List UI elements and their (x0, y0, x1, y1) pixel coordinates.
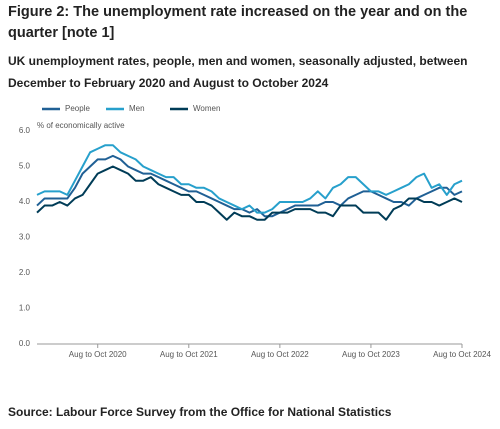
series-line (36, 154, 463, 218)
y-tick-label: 0.0 (19, 339, 31, 348)
chart-title: Figure 2: The unemployment rate increase… (8, 4, 468, 41)
x-tick-label: Aug to Oct 2023 (342, 350, 400, 359)
y-tick-label: 1.0 (19, 304, 31, 313)
x-tick-label: Aug to Oct 2020 (69, 350, 127, 359)
chart: % of economically active 0.0 1.0 2.0 3.0 4.0… (19, 104, 492, 359)
chart-subtitle: UK unemployment rates, people, men and w… (8, 54, 468, 90)
x-tick-label: Aug to Oct 2024 (433, 350, 491, 359)
y-tick-label: 6.0 (19, 126, 31, 135)
y-tick-label: 5.0 (19, 162, 31, 171)
series-line (36, 144, 463, 214)
y-axis-label: % of economically active (37, 121, 125, 130)
x-tick-label: Aug to Oct 2022 (251, 350, 309, 359)
legend-label: People (65, 104, 90, 113)
series-line (36, 165, 463, 221)
legend-label: Men (129, 104, 145, 113)
legend-label: Women (193, 104, 220, 113)
y-tick-label: 4.0 (19, 197, 31, 206)
y-tick-label: 3.0 (19, 233, 31, 242)
y-tick-label: 2.0 (19, 268, 31, 277)
source-note: Source: Labour Force Survey from the Off… (8, 405, 392, 419)
x-tick-label: Aug to Oct 2021 (160, 350, 218, 359)
